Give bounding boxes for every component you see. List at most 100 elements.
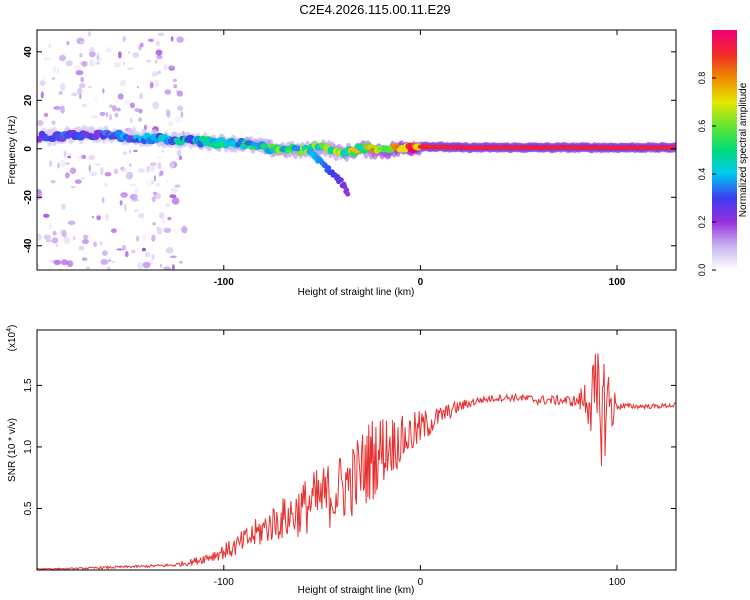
noise-blob — [129, 149, 132, 154]
noise-blob — [113, 168, 119, 175]
colorbar: 0.0 0.2 0.4 0.6 0.8 Normalized spectral ampl… — [697, 30, 749, 276]
noise-blob — [99, 111, 106, 117]
noise-blob — [76, 155, 84, 160]
noise-blob — [39, 80, 46, 84]
noise-blob — [105, 214, 109, 219]
noise-blob — [63, 150, 67, 158]
noise-blob — [58, 91, 63, 96]
branch-point — [344, 187, 350, 193]
noise-blob — [151, 196, 156, 203]
noise-blob — [53, 106, 61, 110]
noise-blob — [151, 254, 155, 260]
noise-blob — [82, 239, 89, 245]
noise-blob — [102, 250, 108, 256]
noise-blob — [111, 228, 117, 234]
noise-blob — [66, 260, 74, 268]
noise-blob — [91, 216, 95, 219]
noise-blob — [158, 174, 162, 177]
noise-blob — [180, 111, 184, 118]
noise-blob — [123, 151, 127, 156]
noise-blob — [82, 234, 89, 240]
noise-blob — [174, 184, 181, 188]
noise-blob — [91, 115, 99, 119]
noise-blob — [159, 263, 162, 268]
noise-blob — [37, 143, 40, 147]
noise-blob — [75, 70, 84, 76]
noise-blob — [109, 104, 113, 108]
noise-blob — [170, 187, 178, 194]
noise-blob — [96, 215, 101, 221]
snr-line-layer — [37, 353, 676, 570]
colorbar-tick-label: 0.2 — [697, 216, 707, 229]
noise-blob — [117, 93, 124, 100]
noise-blob — [124, 99, 131, 105]
noise-blob — [146, 165, 150, 173]
noise-blob — [105, 47, 112, 54]
noise-blob — [154, 193, 162, 200]
noise-blob — [52, 230, 57, 236]
noise-blob — [136, 86, 139, 89]
noise-blob — [51, 77, 56, 80]
colorbar-ramp — [712, 30, 737, 270]
noise-blob — [170, 36, 174, 42]
noise-blob — [81, 257, 88, 261]
noise-blob — [165, 203, 170, 208]
noise-blob — [136, 235, 140, 242]
noise-blob — [129, 102, 135, 109]
noise-blob — [43, 234, 52, 241]
noise-blob — [51, 237, 59, 244]
noise-blob — [53, 259, 62, 265]
noise-blob — [149, 162, 157, 166]
noise-blob — [79, 61, 87, 66]
noise-blob — [48, 43, 52, 49]
noise-blob — [137, 262, 144, 270]
noise-blob — [169, 255, 177, 259]
noise-blob — [154, 191, 157, 197]
noise-blob — [137, 168, 145, 173]
noise-blob — [155, 156, 162, 159]
noise-blob — [89, 171, 98, 177]
noise-blob — [79, 40, 85, 44]
noise-blob — [51, 120, 56, 126]
noise-blob — [80, 76, 85, 83]
noise-blob — [89, 47, 95, 53]
noise-blob — [142, 261, 151, 269]
noise-blob — [167, 120, 174, 127]
noise-blob — [151, 71, 159, 77]
noise-blob — [177, 105, 184, 111]
noise-blob — [125, 171, 134, 180]
noise-blob — [129, 163, 132, 167]
snr-y-tick-label: 0.5 — [23, 501, 34, 515]
noise-blob — [37, 263, 40, 268]
noise-blob — [74, 179, 82, 184]
noise-blob — [107, 259, 112, 262]
noise-blob — [66, 41, 70, 46]
noise-blob — [96, 52, 100, 60]
spectrogram-x-tick-label: -100 — [214, 277, 234, 288]
noise-blob — [152, 222, 156, 226]
noise-blob — [79, 93, 82, 100]
noise-blob — [123, 61, 126, 66]
noise-blob — [155, 49, 163, 56]
noise-blob — [48, 222, 53, 230]
noise-blob — [95, 163, 101, 166]
noise-blob — [152, 101, 160, 110]
noise-blob — [89, 59, 94, 67]
noise-blob — [176, 90, 183, 97]
colorbar-tick-label: 0.0 — [697, 264, 707, 277]
noise-blob — [178, 260, 183, 264]
noise-blob — [43, 56, 48, 62]
noise-blob — [80, 177, 86, 180]
noise-blob — [149, 81, 154, 89]
colorbar-tick-label: 0.8 — [697, 72, 707, 85]
noise-blob — [105, 112, 108, 118]
noise-blob — [48, 160, 53, 167]
noise-blob — [102, 88, 105, 94]
noise-blob — [132, 52, 139, 58]
noise-blob — [148, 38, 154, 42]
snr-multiplier: (x104) — [6, 325, 18, 352]
spectrogram-x-tick-label: 0 — [418, 277, 424, 288]
noise-blob — [131, 249, 136, 254]
noise-blob — [101, 197, 105, 204]
